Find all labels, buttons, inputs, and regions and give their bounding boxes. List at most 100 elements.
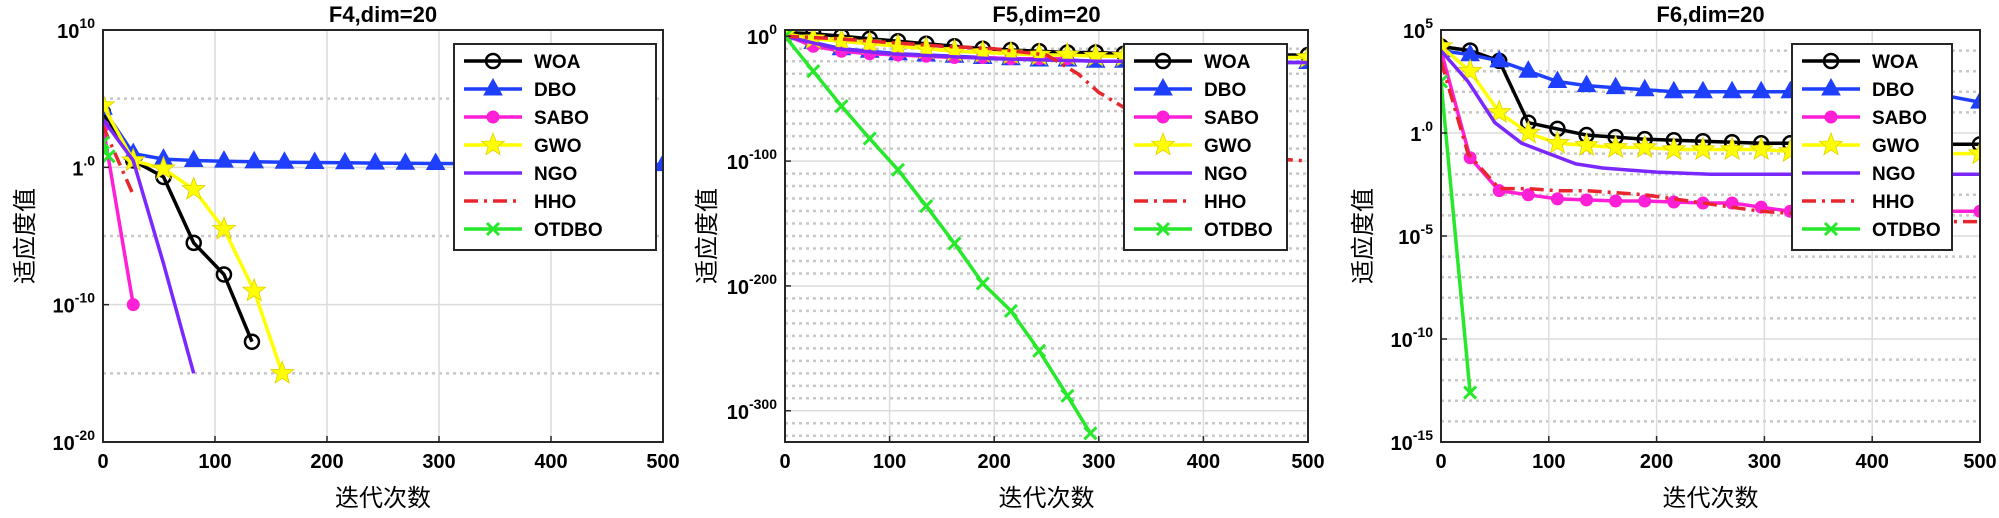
data-point-dbo xyxy=(1722,80,1742,99)
legend: WOA DBO SABO GWO NGO HHO OTDBO xyxy=(453,43,657,251)
data-point-gwo xyxy=(1690,136,1716,161)
legend-label-dbo: DBO xyxy=(1872,80,1914,101)
legend-marker-sabo xyxy=(1156,110,1170,124)
legend-label-sabo: SABO xyxy=(1872,108,1927,129)
data-point-gwo xyxy=(1544,130,1570,154)
data-point-dbo xyxy=(1693,80,1713,99)
y-axis-label: 适应度值 xyxy=(11,188,39,284)
y-tick-label: 10-20 xyxy=(53,427,96,455)
data-point-otdbo xyxy=(785,30,793,44)
x-tick-label: 500 xyxy=(1963,451,1996,473)
data-point-gwo xyxy=(181,176,207,200)
data-point-dbo xyxy=(1634,78,1655,97)
data-point-woa xyxy=(215,266,233,283)
data-point-gwo xyxy=(1632,134,1658,159)
data-point-sabo xyxy=(1550,192,1564,206)
data-point-dbo xyxy=(274,151,295,169)
legend-marker-otdbo xyxy=(1823,221,1839,237)
y-axis-label: 适应度值 xyxy=(693,188,721,284)
legend: WOA DBO SABO GWO NGO HHO OTDBO xyxy=(1123,43,1288,251)
data-point-dbo xyxy=(425,152,446,170)
data-point-woa xyxy=(243,333,261,350)
x-tick-label: 300 xyxy=(1082,451,1115,473)
x-tick-label: 0 xyxy=(779,451,790,473)
data-point-sabo xyxy=(1638,194,1652,208)
x-tick-label: 100 xyxy=(198,451,231,473)
data-point-otdbo xyxy=(1441,74,1449,89)
data-point-gwo xyxy=(1603,134,1629,159)
data-point-gwo xyxy=(1515,119,1541,144)
data-point-dbo xyxy=(1605,76,1626,95)
legend-label-otdbo: OTDBO xyxy=(1204,220,1273,241)
data-point-sabo xyxy=(1609,194,1623,208)
data-point-dbo xyxy=(335,151,355,170)
legend-marker-gwo xyxy=(1818,131,1844,156)
legend-marker-otdbo xyxy=(1155,221,1171,237)
x-axis-label: 迭代次数 xyxy=(1663,484,1759,512)
data-point-dbo xyxy=(365,152,386,170)
data-point-otdbo xyxy=(975,276,990,291)
data-point-gwo xyxy=(1486,99,1512,124)
data-point-otdbo xyxy=(1463,385,1478,400)
legend-label-ngo: NGO xyxy=(1204,164,1247,185)
data-point-gwo xyxy=(1573,132,1599,157)
data-point-otdbo xyxy=(890,162,906,177)
y-tick-label: 1010 xyxy=(57,15,95,43)
x-tick-label: 300 xyxy=(1748,451,1781,473)
legend-marker-sabo xyxy=(486,110,500,124)
data-point-otdbo xyxy=(919,198,934,214)
x-tick-label: 200 xyxy=(1640,451,1673,473)
legend-label-ngo: NGO xyxy=(534,164,577,185)
data-point-otdbo xyxy=(1032,343,1047,358)
data-point-dbo xyxy=(1751,80,1772,99)
legend-label-hho: HHO xyxy=(534,192,576,213)
y-tick-label: 105 xyxy=(1403,15,1433,43)
x-tick-label: 500 xyxy=(646,451,679,473)
legend-label-woa: WOA xyxy=(1204,52,1251,73)
legend-marker-woa xyxy=(1154,52,1172,70)
legend-label-sabo: SABO xyxy=(1204,108,1259,129)
chart-title: F6,dim=20 xyxy=(1656,2,1764,27)
legend-label-sabo: SABO xyxy=(534,108,589,129)
data-point-dbo xyxy=(1547,70,1568,88)
data-point-gwo xyxy=(1661,136,1687,161)
legend-marker-sabo xyxy=(1824,110,1838,124)
legend-label-gwo: GWO xyxy=(534,136,582,157)
y-tick-label: 1.0 xyxy=(1410,118,1433,146)
x-tick-label: 300 xyxy=(422,451,455,473)
x-axis-label: 迭代次数 xyxy=(999,484,1095,512)
x-axis-label: 迭代次数 xyxy=(335,484,431,512)
data-point-gwo xyxy=(269,360,295,384)
data-point-gwo xyxy=(857,30,883,55)
data-point-dbo xyxy=(1663,80,1684,99)
data-point-otdbo xyxy=(1003,303,1019,318)
legend-marker-dbo xyxy=(483,77,503,96)
legend-label-woa: WOA xyxy=(534,52,581,73)
y-tick-label: 1.0 xyxy=(72,152,95,180)
data-point-otdbo xyxy=(947,236,962,251)
data-point-sabo xyxy=(1973,204,1980,218)
data-point-otdbo xyxy=(834,99,849,114)
data-point-gwo xyxy=(241,277,267,302)
axes-box xyxy=(102,29,664,443)
legend-label-otdbo: OTDBO xyxy=(1872,220,1941,241)
data-point-otdbo xyxy=(806,64,821,79)
data-point-gwo xyxy=(1748,136,1774,161)
data-point-dbo xyxy=(1518,60,1539,78)
data-point-gwo xyxy=(1457,58,1483,82)
x-tick-label: 100 xyxy=(873,451,906,473)
data-point-dbo xyxy=(304,151,325,170)
legend-label-otdbo: OTDBO xyxy=(534,220,603,241)
axes-box xyxy=(784,29,1309,443)
y-tick-label: 10-15 xyxy=(1391,427,1434,455)
data-point-gwo xyxy=(151,155,177,180)
data-point-gwo xyxy=(211,215,237,240)
data-point-otdbo xyxy=(862,131,877,146)
data-point-sabo xyxy=(1521,188,1535,202)
data-point-gwo xyxy=(1441,33,1454,58)
data-point-otdbo xyxy=(1083,426,1098,441)
x-tick-label: 100 xyxy=(1532,451,1565,473)
y-tick-label: 100 xyxy=(747,21,777,49)
x-tick-label: 400 xyxy=(1187,451,1220,473)
data-point-gwo xyxy=(1719,136,1745,161)
